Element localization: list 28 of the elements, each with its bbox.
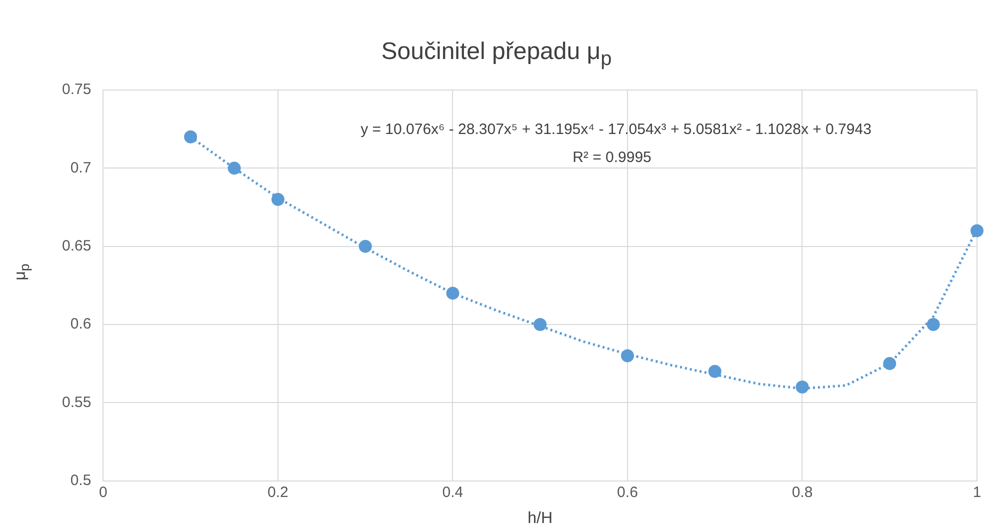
point [228,162,241,175]
point [883,357,896,370]
point [926,318,940,331]
point [970,224,984,238]
y-tick-label: 0.75 [62,81,92,98]
x-tick-label: 0.4 [442,484,464,501]
y-tick-label: 0.7 [70,159,92,176]
point [708,364,722,378]
y-tick-label: 0.6 [70,316,92,333]
x-tick-label: 0 [99,484,108,501]
annotation: R² = 0.9995 [572,149,652,166]
y-tick-label: 0.55 [62,394,92,411]
point [271,192,284,206]
y-tick-label: 0.5 [70,472,92,489]
x-tick-label: 0.8 [792,484,813,501]
point [620,349,634,362]
point [358,240,372,253]
chart-title: Součinitel přepadu μ$_{p}$ [380,38,613,71]
point [184,130,198,144]
y-tick-label: 0.65 [62,237,92,254]
point [796,380,809,394]
x-tick-label: 1 [972,484,982,501]
x-tick-label: 0.2 [268,484,288,501]
point [534,318,547,331]
x-axis-title: h/H [528,510,553,527]
annotation: y = 10.076x⁶ - 28.307x⁵ + 31.195x⁴ - 17.054x³ + 5.0581x² - 1.1028x + 0.7943 [360,121,872,138]
x-tick-label: 0.6 [617,484,638,501]
point [446,286,460,300]
